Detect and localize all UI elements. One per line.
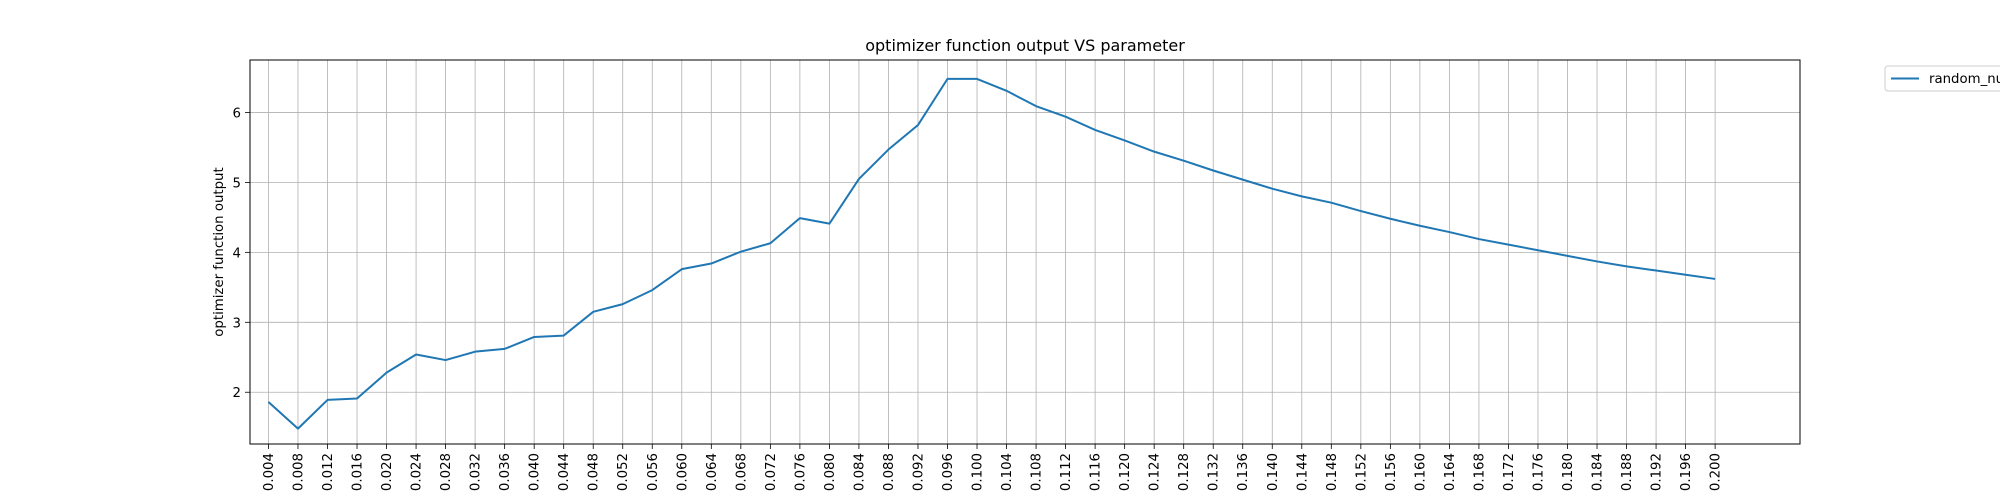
x-tick-label: 0.072 [764, 453, 779, 491]
x-tick-label: 0.164 [1443, 453, 1458, 491]
x-tick-label: 0.160 [1413, 453, 1428, 491]
x-tick-label: 0.092 [911, 453, 926, 491]
x-tick-label: 0.172 [1502, 453, 1517, 491]
x-tick-label: 0.152 [1354, 453, 1369, 491]
x-tick-label: 0.140 [1266, 453, 1281, 491]
x-tick-label: 0.112 [1059, 453, 1074, 491]
x-tick-label: 0.024 [410, 453, 425, 491]
y-tick-label: 3 [233, 316, 241, 331]
y-axis-label: optimizer function output [212, 167, 227, 336]
x-tick-label: 0.048 [587, 453, 602, 491]
x-tick-label: 0.132 [1207, 453, 1222, 491]
x-tick-label: 0.104 [1000, 453, 1015, 491]
grid [250, 60, 1800, 444]
legend-label: random_nu [1929, 72, 2000, 87]
x-tick-label: 0.176 [1531, 453, 1546, 491]
x-tick-label: 0.080 [823, 453, 838, 491]
x-tick-label: 0.188 [1620, 453, 1635, 491]
x-tick-label: 0.096 [941, 453, 956, 491]
axis-ticks: 0.004 0.008 0.012 0.016 0.020 0.024 0.028 0.032… [233, 106, 1724, 491]
x-tick-label: 0.088 [882, 453, 897, 491]
x-tick-label: 0.200 [1709, 453, 1724, 491]
x-tick-label: 0.016 [351, 453, 366, 491]
legend: random_nu [1884, 65, 2000, 92]
series-layer [267, 77, 1716, 430]
x-tick-label: 0.108 [1030, 453, 1045, 491]
x-tick-label: 0.084 [852, 453, 867, 491]
x-tick-label: 0.184 [1591, 453, 1606, 491]
x-tick-label: 0.076 [793, 453, 808, 491]
y-tick-label: 4 [233, 246, 241, 261]
x-tick-label: 0.100 [971, 453, 986, 491]
x-tick-label: 0.068 [734, 453, 749, 491]
x-tick-label: 0.192 [1650, 453, 1665, 491]
x-tick-label: 0.028 [439, 453, 454, 491]
legend-box [1884, 65, 2000, 92]
x-tick-label: 0.120 [1118, 453, 1133, 491]
x-tick-label: 0.156 [1384, 453, 1399, 491]
x-tick-label: 0.056 [646, 453, 661, 491]
x-tick-label: 0.136 [1236, 453, 1251, 491]
x-tick-label: 0.196 [1679, 453, 1694, 491]
x-tick-label: 0.008 [291, 453, 306, 491]
x-tick-label: 0.012 [321, 453, 336, 491]
x-tick-label: 0.124 [1148, 453, 1163, 491]
x-tick-label: 0.044 [557, 453, 572, 491]
y-tick-label: 2 [233, 386, 241, 401]
x-tick-label: 0.180 [1561, 453, 1576, 491]
chart-title: optimizer function output VS parameter [865, 36, 1185, 55]
x-tick-label: 0.004 [262, 453, 277, 491]
x-tick-label: 0.116 [1089, 453, 1104, 491]
series-line-random_nu [267, 77, 1716, 430]
x-tick-label: 0.060 [675, 453, 690, 491]
x-tick-label: 0.052 [616, 453, 631, 491]
y-tick-label: 6 [233, 106, 241, 121]
x-tick-label: 0.144 [1295, 453, 1310, 491]
y-tick-label: 5 [233, 176, 241, 191]
x-tick-label: 0.040 [528, 453, 543, 491]
x-tick-label: 0.064 [705, 453, 720, 491]
x-tick-label: 0.036 [498, 453, 513, 491]
x-tick-label: 0.032 [469, 453, 484, 491]
x-tick-label: 0.148 [1325, 453, 1340, 491]
x-tick-label: 0.128 [1177, 453, 1192, 491]
x-tick-label: 0.020 [380, 453, 395, 491]
x-tick-label: 0.168 [1472, 453, 1487, 491]
